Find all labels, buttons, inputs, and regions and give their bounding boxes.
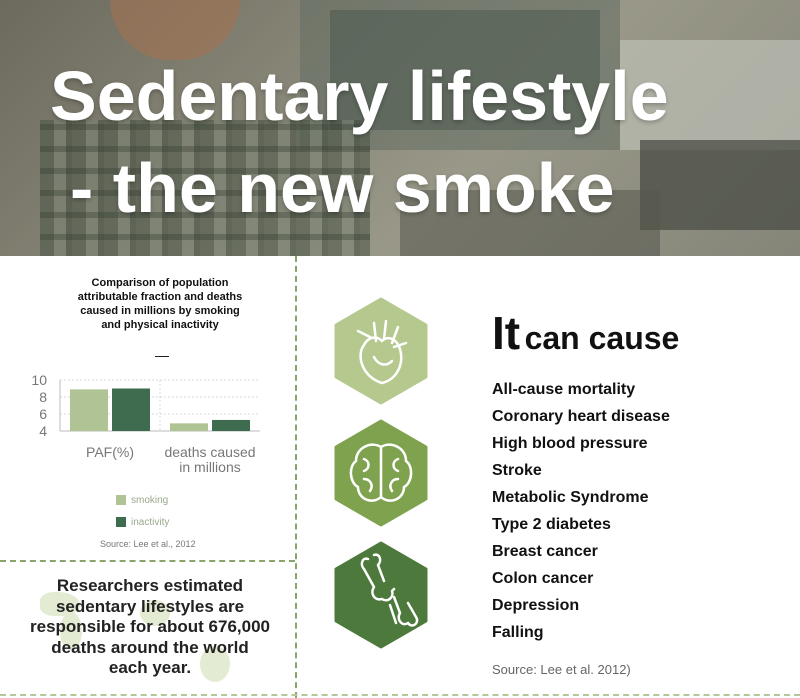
causes-heading: It can cause: [492, 306, 679, 360]
list-item: High blood pressure: [492, 435, 648, 452]
y-tick-label: 6: [39, 406, 47, 422]
bone-hexagon: [334, 541, 428, 649]
legend-item-smoking: smoking: [116, 495, 168, 506]
research-note: Researchers estimated sedentary lifestyl…: [30, 576, 270, 677]
heading-it: It: [492, 307, 521, 359]
heart-hexagon: [334, 297, 428, 405]
brain-icon: [349, 443, 413, 502]
chart-title: Comparison of population attributable fr…: [77, 277, 243, 331]
x-tick-label: PAF(%): [86, 444, 134, 460]
list-item: Metabolic Syndrome: [492, 489, 649, 506]
list-item: Falling: [492, 624, 544, 641]
causes-source: Source: Lee et al. 2012): [492, 662, 631, 677]
list-item: Type 2 diabetes: [492, 516, 611, 533]
bottom-divider: [0, 694, 800, 696]
y-tick-label: 10: [31, 372, 47, 388]
list-item: Coronary heart disease: [492, 408, 670, 425]
photo-background: [0, 0, 800, 256]
x-tick-label: in millions: [179, 459, 240, 475]
chart-title-rule: [155, 356, 169, 357]
legend-item-inactivity: inactivity: [116, 517, 169, 528]
page-title: Sedentary lifestyle - the new smoke: [0, 50, 740, 234]
chart-source: Source: Lee et al., 2012: [100, 539, 196, 549]
list-item: Depression: [492, 597, 580, 614]
bar-smoking: [70, 389, 108, 431]
y-tick-label: 8: [39, 389, 47, 405]
brain-hexagon: [334, 419, 428, 527]
title-line-2: - the new smoke: [70, 149, 615, 227]
list-item: Stroke: [492, 462, 542, 479]
list-item: Breast cancer: [492, 543, 598, 560]
list-item: All-cause mortality: [492, 381, 636, 398]
bar-smoking: [170, 423, 208, 431]
legend-swatch-smoking: [116, 495, 126, 506]
x-tick-label: deaths caused: [164, 444, 255, 460]
heart-icon: [356, 319, 408, 385]
legend-label-inactivity: inactivity: [131, 517, 170, 528]
horizontal-divider: [0, 560, 295, 562]
bone-joint-icon: [360, 553, 419, 627]
bar-inactivity: [112, 388, 150, 431]
legend-swatch-inactivity: [116, 517, 126, 528]
title-line-1: Sedentary lifestyle: [50, 57, 669, 135]
list-item: Colon cancer: [492, 570, 594, 587]
bar-inactivity: [212, 419, 250, 431]
heading-can-cause: can cause: [524, 320, 680, 356]
causes-list: All-cause mortality Coronary heart disea…: [492, 376, 670, 646]
vertical-divider: [295, 256, 297, 698]
hero-banner: Sedentary lifestyle - the new smoke: [0, 0, 800, 256]
legend-label-smoking: smoking: [131, 495, 169, 506]
y-tick-label: 4: [39, 423, 47, 439]
